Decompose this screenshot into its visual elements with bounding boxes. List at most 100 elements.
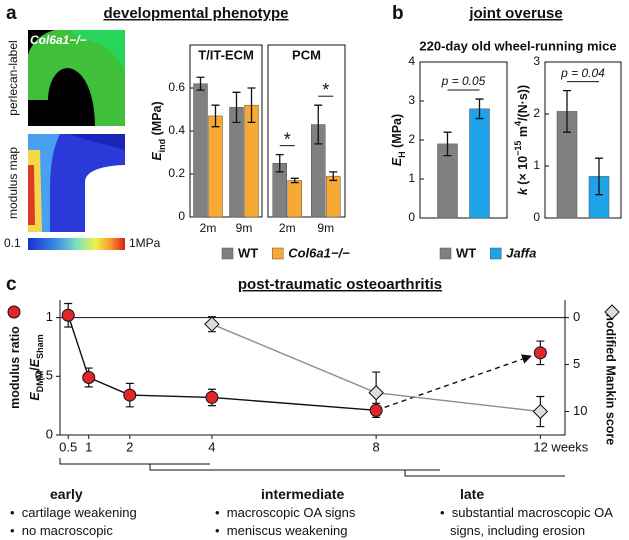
y-axis-label-part: E: [28, 392, 42, 401]
y-tick-label: 4: [408, 54, 415, 68]
significance-label: p = 0.05: [441, 74, 486, 88]
y-axis-label-part: E: [150, 152, 164, 161]
y-axis-label-part: 4: [513, 121, 523, 126]
data-point: [61, 308, 75, 322]
data-point: [369, 403, 383, 417]
x-tick-label: 2m: [279, 221, 296, 235]
y-axis-label: EDMM/ESham: [28, 334, 45, 400]
y-tick-label: 0.6: [168, 80, 185, 94]
data-point: [205, 390, 219, 404]
panel-label: b: [392, 3, 404, 24]
error-bar: [275, 154, 284, 173]
panel-label: c: [6, 274, 17, 295]
y-axis-label-part: ind: [157, 139, 167, 153]
y2-tick-label: 0: [573, 309, 580, 324]
y-axis-label-part: H: [397, 151, 407, 158]
y-axis-label-part: /(N·s)): [516, 85, 530, 121]
y2-axis-label: modified Mankin score: [604, 310, 618, 445]
y-tick-label: 0.2: [168, 166, 185, 180]
axes: [59, 300, 566, 436]
stage-label: early: [50, 486, 83, 502]
y-tick-label: 0: [408, 210, 415, 224]
legend-label: Col6a1−/−: [288, 245, 350, 260]
plot-frame: [544, 61, 622, 219]
stage-early: early cartilage weakeningno macroscopic …: [10, 486, 160, 540]
legend-label: WT: [456, 245, 476, 260]
stage-intermediate: intermediate macroscopic OA signsmeniscu…: [215, 486, 415, 540]
y-axis-label-part: (MPa): [150, 101, 164, 139]
y-axis-label-part: (× 10: [516, 156, 530, 188]
genotype-label: Col6a1−/−: [30, 33, 87, 47]
y-tick-label: 1: [533, 158, 540, 172]
chart-title: PCM: [292, 47, 321, 62]
axis-legend-marker: [604, 304, 620, 320]
error-bar: [563, 89, 571, 133]
y-tick-label: 3: [533, 54, 540, 68]
stage-label: late: [460, 486, 485, 502]
bar: [326, 175, 341, 218]
significance-label: p = 0.04: [560, 66, 605, 80]
legend-swatch: [489, 247, 502, 260]
y2-tick-label: 5: [573, 356, 580, 371]
data-point: [532, 403, 549, 420]
y-tick-label: 0: [533, 210, 540, 224]
x-tick-label: 9m: [317, 221, 334, 235]
y-axis-label: modulus ratio: [8, 326, 22, 409]
y-tick-label: 2: [408, 132, 415, 146]
significance-label: *: [284, 129, 291, 149]
bar: [287, 180, 302, 218]
x-tick-label: 4: [208, 439, 215, 454]
y2-tick-label: 10: [573, 403, 587, 418]
data-point: [533, 346, 547, 360]
y-axis-label-part: /: [28, 367, 42, 371]
x-tick-label: 0.5: [59, 439, 77, 454]
y-axis-label: EH (MPa): [390, 114, 407, 166]
connector-arrow: [384, 354, 532, 409]
y-tick-label: 2: [533, 106, 540, 120]
data-point: [368, 385, 384, 401]
bar: [193, 83, 208, 218]
stage-note: no macroscopic changes: [10, 522, 160, 540]
panel-label: a: [6, 3, 17, 24]
y-tick-label: 0.5: [35, 368, 53, 383]
y-tick-label: 0.4: [168, 123, 185, 137]
bar: [208, 115, 223, 218]
x-tick-label: 9m: [236, 221, 253, 235]
data-point: [82, 370, 96, 384]
image-label: modulus map: [6, 147, 20, 219]
error-bar: [443, 131, 452, 157]
x-tick-label: 2: [126, 439, 133, 454]
error-bar: [475, 98, 484, 120]
y-tick-label: 1: [408, 171, 415, 185]
image-modulus: [28, 134, 125, 232]
stage-label: intermediate: [261, 486, 345, 502]
legend-label: Jaffa: [506, 245, 536, 260]
error-bar: [314, 104, 323, 145]
x-tick-label: 8: [373, 439, 380, 454]
colorbar: [28, 238, 125, 250]
y-axis-label: Eind (MPa): [150, 101, 167, 160]
plot-frame: [267, 44, 346, 218]
error-bar: [595, 157, 603, 196]
data-point: [204, 316, 220, 332]
y-tick-label: 0: [178, 209, 185, 223]
error-bar: [247, 87, 256, 124]
data-point: [123, 388, 137, 402]
y-tick-label: 0: [46, 426, 53, 441]
panel-title: joint overuse: [468, 5, 562, 22]
error-bar: [232, 91, 241, 124]
stage-note: meniscus weakening: [215, 522, 415, 540]
y-axis-label-part: m: [516, 126, 530, 141]
significance-label: *: [322, 80, 329, 100]
stage-note: cartilage weakening: [10, 504, 160, 522]
timeline-brackets: [59, 458, 565, 477]
x-tick-label: 1: [85, 439, 92, 454]
panel-title: developmental phenotype: [103, 5, 288, 22]
error-bar: [211, 104, 220, 128]
chart-title: T/IT-ECM: [198, 47, 254, 62]
error-bar: [196, 76, 205, 91]
colorbar-label: 0.1: [4, 236, 21, 250]
legend-label: WT: [238, 245, 258, 260]
